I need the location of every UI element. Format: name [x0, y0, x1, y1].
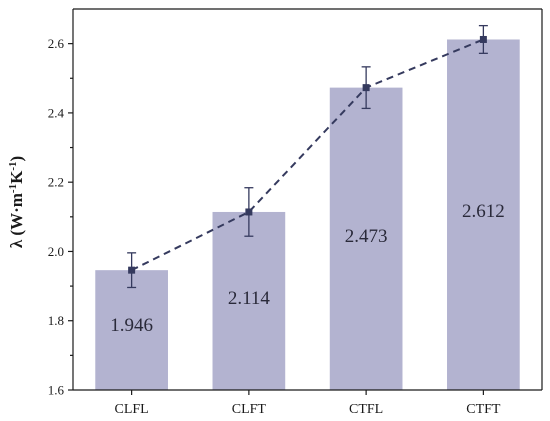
y-tick-label: 2.6 — [48, 36, 65, 51]
trend-line-layer — [131, 38, 484, 272]
bars-layer — [95, 39, 520, 390]
error-bars-layer — [127, 24, 488, 289]
markers-layer — [128, 35, 487, 274]
marker-clfl — [128, 266, 136, 274]
data-label-ctft: 2.612 — [462, 201, 505, 222]
bar-clfl — [95, 270, 168, 390]
y-axis-label: λ (W·m-1K-1) — [7, 156, 26, 248]
bar-ctft — [447, 39, 520, 390]
bar-ctfl — [329, 87, 403, 390]
x-tick-label-clft: CLFT — [232, 402, 267, 417]
y-tick-label: 1.6 — [48, 383, 65, 398]
bar-clft — [212, 211, 286, 390]
data-labels-layer: 1.946 2.114 2.473 2.612 — [110, 201, 505, 336]
y-tick-label: 2.2 — [48, 175, 64, 190]
marker-clft — [245, 208, 253, 216]
data-label-clfl: 1.946 — [110, 315, 153, 336]
y-tick-label: 2.0 — [48, 244, 64, 259]
marker-ctft — [479, 35, 487, 43]
x-tick-label-clfl: CLFL — [115, 402, 149, 417]
y-tick-label: 2.4 — [48, 105, 65, 120]
trend-line — [131, 38, 484, 272]
axes-layer: 1.6 1.8 2.0 2.2 2.4 2.6 CLFL CLFT CTFL CTFT — [48, 8, 543, 417]
marker-ctfl — [362, 84, 370, 92]
x-tick-label-ctfl: CTFL — [349, 402, 383, 417]
data-label-ctfl: 2.473 — [345, 226, 388, 247]
x-tick-label-ctft: CTFT — [466, 402, 501, 417]
data-label-clft: 2.114 — [228, 288, 271, 309]
y-tick-label: 1.8 — [48, 313, 64, 328]
